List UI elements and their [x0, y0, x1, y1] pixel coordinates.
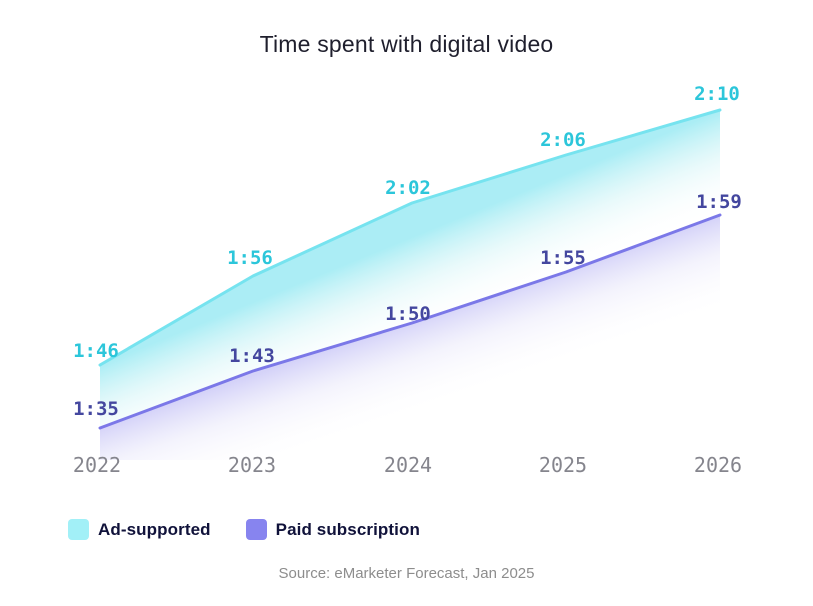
paid-subscription-line	[98, 213, 722, 430]
x-axis-label-2022: 2022	[73, 453, 121, 477]
data-label-paid-subscription-2023: 1:43	[229, 345, 275, 367]
data-label-ad-supported-2026: 2:10	[694, 83, 740, 105]
x-axis-label-2024: 2024	[384, 453, 432, 477]
data-label-ad-supported-2025: 2:06	[540, 129, 586, 151]
data-label-paid-subscription-2025: 1:55	[540, 247, 586, 269]
ad-supported-area	[100, 110, 720, 428]
legend: Ad-supported Paid subscription	[68, 519, 420, 540]
legend-label-ad-supported: Ad-supported	[98, 519, 211, 539]
legend-item-paid-subscription: Paid subscription	[245, 519, 420, 540]
data-label-ad-supported-2022: 1:46	[73, 340, 119, 362]
x-axis-label-2026: 2026	[694, 453, 742, 477]
legend-label-paid-subscription: Paid subscription	[275, 519, 420, 539]
paid-subscription-area	[100, 215, 720, 460]
data-label-paid-subscription-2026: 1:59	[696, 191, 742, 213]
chart-title: Time spent with digital video	[259, 31, 554, 57]
data-label-ad-supported-2024: 2:02	[385, 177, 431, 199]
area-chart: 1:46 1:56 2:02 2:06 2:10 1:35 1:43 1:50 …	[73, 83, 742, 477]
legend-item-ad-supported: Ad-supported	[68, 519, 211, 540]
ad-supported-line	[98, 108, 722, 367]
x-axis-label-2023: 2023	[228, 453, 276, 477]
source-note: Source: eMarketer Forecast, Jan 2025	[278, 565, 535, 582]
data-label-paid-subscription-2024: 1:50	[385, 303, 431, 325]
paid-subscription-swatch-icon	[245, 519, 267, 540]
ad-supported-swatch-icon	[68, 519, 89, 540]
data-label-ad-supported-2023: 1:56	[227, 247, 273, 269]
x-axis-label-2025: 2025	[539, 453, 587, 477]
data-label-paid-subscription-2022: 1:35	[73, 398, 119, 420]
